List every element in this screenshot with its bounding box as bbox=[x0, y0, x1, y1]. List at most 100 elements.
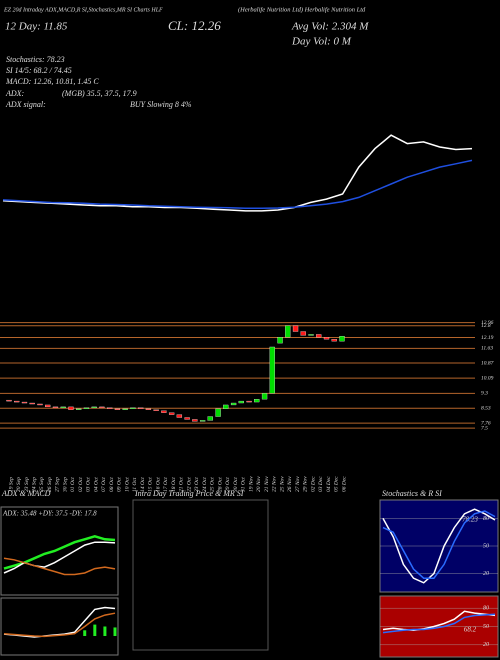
si-text: SI 14/5: 68.2 / 74.45 bbox=[6, 66, 72, 75]
candle bbox=[316, 334, 322, 338]
candle bbox=[246, 400, 252, 403]
y-tick-label: 9.3 bbox=[481, 391, 488, 397]
histogram-bar bbox=[103, 626, 107, 636]
histogram-bar bbox=[93, 624, 97, 636]
x-tick-label: 22 Oct bbox=[186, 477, 192, 492]
y-tick-label: 12.19 bbox=[481, 335, 494, 341]
x-tick-label: 21 Nov bbox=[264, 476, 270, 492]
candle bbox=[76, 408, 82, 410]
candle bbox=[21, 401, 28, 404]
day12: 12 Day: 11.85 bbox=[5, 21, 68, 33]
adx-signal-label: ADX signal: bbox=[5, 100, 46, 109]
y-tick-label: 8.53 bbox=[481, 405, 491, 411]
candle bbox=[168, 412, 175, 415]
x-tick-label: 28 Oct bbox=[217, 477, 223, 492]
x-tick-label: 02 Dec bbox=[310, 476, 316, 492]
candle bbox=[29, 402, 35, 405]
day-vol: Day Vol: 0 M bbox=[291, 36, 352, 48]
candle bbox=[300, 331, 306, 336]
series-line bbox=[3, 612, 116, 638]
title: (Herbalife Nutrition Ltd) Herbalife Nutr… bbox=[238, 6, 366, 13]
x-tick-label: 08 Oct bbox=[109, 477, 115, 492]
x-tick-label: 25 Sep bbox=[39, 477, 45, 492]
y-tick-label: 10.09 bbox=[481, 375, 494, 381]
x-tick-label: 18 Oct bbox=[171, 477, 177, 492]
series-line bbox=[2, 159, 473, 210]
panel-annotation: ADX: 35.48 +DY: 37.5 -DY: 17.8 bbox=[2, 510, 97, 518]
candle bbox=[331, 339, 337, 342]
y-tick-label: 12.96 bbox=[481, 320, 494, 326]
candle bbox=[91, 406, 97, 409]
panel-border bbox=[0, 506, 119, 596]
candle bbox=[14, 400, 20, 403]
x-tick-label: 02 Oct bbox=[78, 477, 84, 492]
avg-vol: Avg Vol: 2.304 M bbox=[291, 21, 369, 33]
candle bbox=[99, 406, 105, 409]
panel-annotation: 68.2 bbox=[464, 626, 477, 634]
candle bbox=[285, 325, 291, 338]
candle bbox=[60, 406, 66, 409]
candle bbox=[6, 399, 12, 402]
series-line bbox=[3, 541, 116, 574]
candle bbox=[145, 408, 152, 410]
x-tick-label: 01 Oct bbox=[70, 477, 76, 492]
y-tick-label: 10.87 bbox=[481, 360, 494, 366]
candle bbox=[277, 337, 283, 344]
y-tick-label: 50 bbox=[483, 624, 489, 630]
series-line bbox=[382, 508, 496, 584]
x-tick-label: 25 Nov bbox=[279, 476, 285, 492]
x-tick-label: 26 Sep bbox=[47, 477, 53, 492]
x-tick-label: 23 Sep bbox=[24, 477, 30, 492]
x-tick-label: 29 Oct bbox=[225, 477, 231, 492]
candle bbox=[292, 325, 299, 332]
x-tick-label: 30 Oct bbox=[233, 477, 239, 493]
x-tick-label: 31 Oct bbox=[241, 477, 247, 493]
candle bbox=[254, 399, 260, 403]
candle bbox=[192, 419, 198, 422]
candle bbox=[176, 414, 183, 418]
candle bbox=[339, 336, 345, 342]
histogram-bar bbox=[113, 627, 117, 636]
y-tick-label: 20 bbox=[483, 571, 489, 577]
x-tick-label: 30 Sep bbox=[62, 477, 68, 493]
x-tick-label: 16 Oct bbox=[155, 477, 161, 492]
y-tick-label: 12.8 bbox=[481, 323, 491, 329]
macd-text: MACD: 12.26, 10.81, 1.45 C bbox=[5, 77, 99, 86]
panel-annotation: 78.23 bbox=[462, 516, 478, 524]
top-left: EZ 20d Intraday ADX,MACD,R SI,Stochastic… bbox=[3, 7, 163, 13]
adx-label: ADX: bbox=[5, 89, 25, 98]
candle bbox=[52, 406, 59, 409]
x-tick-label: 27 Nov bbox=[295, 476, 301, 492]
x-tick-label: 19 Sep bbox=[8, 477, 14, 492]
x-tick-label: 15 Oct bbox=[148, 477, 154, 492]
candle bbox=[83, 407, 90, 409]
x-tick-label: 03 Oct bbox=[86, 477, 92, 492]
candle bbox=[122, 408, 128, 410]
series-line bbox=[2, 134, 473, 212]
x-tick-label: 22 Nov bbox=[272, 476, 278, 492]
y-tick-label: 80 bbox=[483, 606, 489, 612]
adx-signal: BUY Slowing 8 4% bbox=[130, 100, 192, 109]
candle bbox=[223, 404, 229, 409]
series-line bbox=[382, 613, 496, 634]
candle bbox=[230, 402, 237, 406]
adx-values: (MGB) 35.5, 37.5, 17.9 bbox=[62, 89, 137, 98]
candle bbox=[37, 403, 43, 406]
x-tick-label: 21 Oct bbox=[179, 477, 185, 492]
candle bbox=[207, 416, 213, 421]
y-tick-label: 7.76 bbox=[481, 420, 491, 426]
candle bbox=[130, 407, 136, 409]
y-tick-label: 11.63 bbox=[481, 346, 493, 352]
candle bbox=[184, 417, 190, 420]
candle bbox=[138, 407, 144, 409]
x-tick-label: 06 Dec bbox=[341, 476, 347, 492]
candle bbox=[308, 334, 314, 336]
candle bbox=[114, 408, 121, 410]
close: CL: 12.26 bbox=[168, 18, 221, 33]
candle bbox=[199, 420, 206, 422]
x-tick-label: 19 Nov bbox=[248, 476, 254, 492]
x-tick-label: 17 Oct bbox=[163, 477, 169, 492]
series-line bbox=[382, 510, 496, 579]
panel-title: ADX & MACD bbox=[1, 489, 51, 498]
